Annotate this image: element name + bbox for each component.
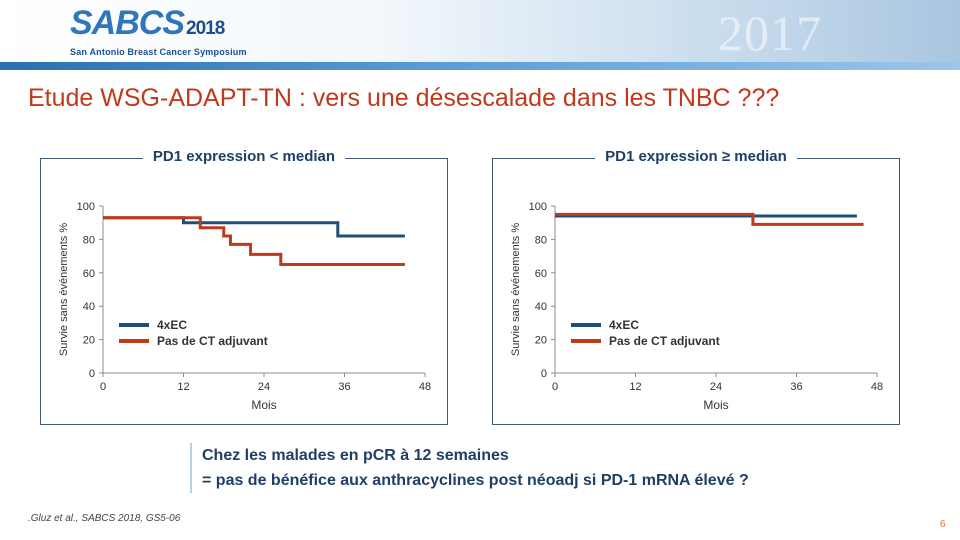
legend-label: Pas de CT adjuvant [157, 334, 268, 348]
x-tick-label: 48 [419, 381, 431, 393]
callout-line-2: = pas de bénéfice aux anthracyclines pos… [202, 472, 749, 489]
y-tick-label: 0 [541, 368, 547, 380]
series-line-pas-de-ct [103, 216, 405, 266]
citation: .Gluz et al., SABCS 2018, GS5-06 [28, 513, 181, 524]
chart-panel-low: PD1 expression < median 0 20 40 60 80 100 0 12 2… [40, 148, 448, 425]
legend-label: 4xEC [609, 318, 639, 332]
chart-panel-high: PD1 expression ≥ median 0 20 40 60 80 100 0 12 2… [492, 148, 900, 425]
logo-subtitle: San Antonio Breast Cancer Symposium [70, 47, 247, 57]
x-axis-label: Mois [703, 398, 728, 412]
x-tick-label: 36 [790, 381, 802, 393]
x-tick-label: 48 [871, 381, 883, 393]
y-tick-label: 80 [83, 234, 95, 246]
y-tick-label: 80 [535, 234, 547, 246]
sabcs-logo: SABCS 2018 San Antonio Breast Cancer Symp… [70, 6, 247, 57]
x-tick-label: 36 [338, 381, 350, 393]
legend-label: Pas de CT adjuvant [609, 334, 720, 348]
chart-title-low: PD1 expression < median [142, 148, 346, 165]
x-axis-label: Mois [251, 398, 276, 412]
slide-title: Etude WSG-ADAPT-TN : vers une désescalad… [28, 84, 780, 112]
y-axis-label: Survie sans événements % [510, 223, 522, 357]
km-chart-high: 0 20 40 60 80 100 0 12 24 36 48 Mois Survie sans évé… [510, 201, 883, 412]
chart-title-high: PD1 expression ≥ median [595, 148, 797, 165]
x-tick-label: 24 [710, 381, 722, 393]
series-line-pas-de-ct [555, 212, 864, 226]
y-tick-label: 60 [83, 268, 95, 280]
y-tick-label: 20 [535, 335, 547, 347]
x-tick-label: 0 [552, 381, 558, 393]
y-tick-label: 60 [535, 268, 547, 280]
x-tick-label: 24 [258, 381, 270, 393]
x-tick-label: 0 [100, 381, 106, 393]
series-line-4xec [103, 216, 405, 238]
conclusion-callout: Chez les malades en pCR à 12 semaines = … [190, 443, 749, 493]
header-watermark: 2017 [718, 5, 822, 61]
km-chart-low: 0 20 40 60 80 100 0 12 24 36 48 Mois Survie sans évé… [58, 201, 431, 412]
x-tick-label: 12 [629, 381, 641, 393]
y-tick-label: 0 [89, 368, 95, 380]
y-tick-label: 20 [83, 335, 95, 347]
legend-label: 4xEC [157, 318, 187, 332]
callout-line-1: Chez les malades en pCR à 12 semaines [202, 447, 509, 464]
y-axis-label: Survie sans événements % [58, 223, 70, 357]
y-tick-label: 100 [529, 201, 547, 213]
header-band [0, 62, 960, 70]
x-tick-label: 12 [177, 381, 189, 393]
slide-header [0, 0, 960, 62]
logo-main-text: SABCS [70, 4, 185, 42]
y-tick-label: 100 [77, 201, 95, 213]
slide-number: 6 [940, 519, 946, 530]
y-tick-label: 40 [83, 301, 95, 313]
logo-year: 2018 [186, 18, 225, 39]
y-tick-label: 40 [535, 301, 547, 313]
